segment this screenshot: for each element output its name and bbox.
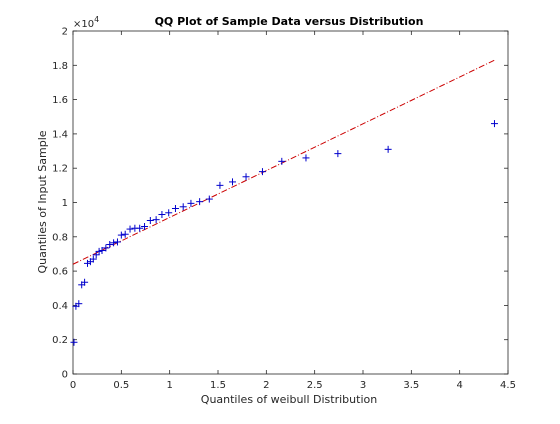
y-axis-multiplier: ×104: [73, 15, 99, 30]
data-point: [141, 223, 149, 231]
data-point: [98, 247, 106, 255]
data-point: [117, 231, 125, 239]
x-axis-title: Quantiles of weibull Distribution: [201, 393, 377, 406]
chart-title: QQ Plot of Sample Data versus Distributi…: [155, 15, 424, 28]
data-point: [187, 199, 195, 207]
data-point: [106, 241, 114, 249]
data-point: [384, 145, 392, 153]
x-tick-label: 1.5: [210, 380, 226, 391]
data-point: [121, 230, 129, 238]
data-point: [302, 154, 310, 162]
data-point: [89, 255, 97, 263]
sample-points: [70, 120, 498, 346]
data-point: [70, 338, 78, 346]
x-tick-label: 0.5: [113, 380, 129, 391]
data-point: [146, 217, 154, 225]
data-point: [179, 203, 187, 211]
data-point: [84, 259, 91, 267]
axes-box: [72, 30, 509, 375]
data-point: [158, 211, 166, 219]
data-point: [171, 205, 179, 213]
x-tick-label: 0: [70, 380, 76, 391]
y-tick-label: 0.8: [52, 232, 68, 243]
y-tick-label: 0: [62, 370, 68, 381]
data-point: [95, 247, 103, 255]
y-multiplier-exponent: 4: [94, 15, 99, 24]
y-tick-label: 1.8: [52, 61, 68, 72]
data-point: [205, 195, 213, 203]
reference-line: [72, 59, 495, 265]
data-point: [196, 198, 204, 206]
data-point: [102, 244, 110, 252]
y-tick-label: 1.2: [52, 164, 68, 175]
data-point: [334, 150, 342, 158]
data-point: [242, 173, 250, 181]
x-axis-ticks: 0 0.5 1 1.5 2 2.5 3 3.5 4 4.5: [70, 31, 516, 391]
y-axis-ticks: 0 0.2 0.4 0.6 0.8 1 1.2 1.4 1.6 1.8 2: [52, 27, 508, 381]
data-point: [152, 216, 160, 224]
data-point: [110, 239, 118, 247]
data-point: [229, 178, 236, 186]
data-point: [278, 157, 286, 165]
data-point: [75, 300, 83, 308]
x-tick-label: 4.5: [500, 380, 516, 391]
data-point: [92, 251, 100, 259]
x-tick-label: 2: [263, 380, 269, 391]
data-point: [258, 168, 266, 176]
x-tick-label: 3.5: [403, 380, 419, 391]
y-tick-label: 0.6: [52, 267, 68, 278]
data-point: [126, 225, 134, 233]
y-multiplier-base: ×10: [73, 19, 94, 30]
data-point: [165, 209, 173, 217]
y-tick-label: 0.4: [52, 301, 68, 312]
y-axis-title: Quantiles of Input Sample: [36, 130, 49, 273]
data-point: [216, 181, 224, 189]
y-tick-label: 1: [62, 198, 68, 209]
x-tick-label: 2.5: [307, 380, 323, 391]
y-tick-label: 2: [62, 27, 68, 38]
data-point: [136, 224, 144, 232]
y-tick-label: 1.6: [52, 95, 68, 106]
data-point: [490, 120, 498, 128]
x-tick-label: 4: [456, 380, 462, 391]
x-tick-label: 3: [360, 380, 366, 391]
data-point: [113, 238, 121, 246]
x-tick-label: 1: [166, 380, 172, 391]
data-point: [81, 278, 89, 286]
y-tick-label: 1.4: [52, 129, 68, 140]
y-tick-label: 0.2: [52, 335, 68, 346]
